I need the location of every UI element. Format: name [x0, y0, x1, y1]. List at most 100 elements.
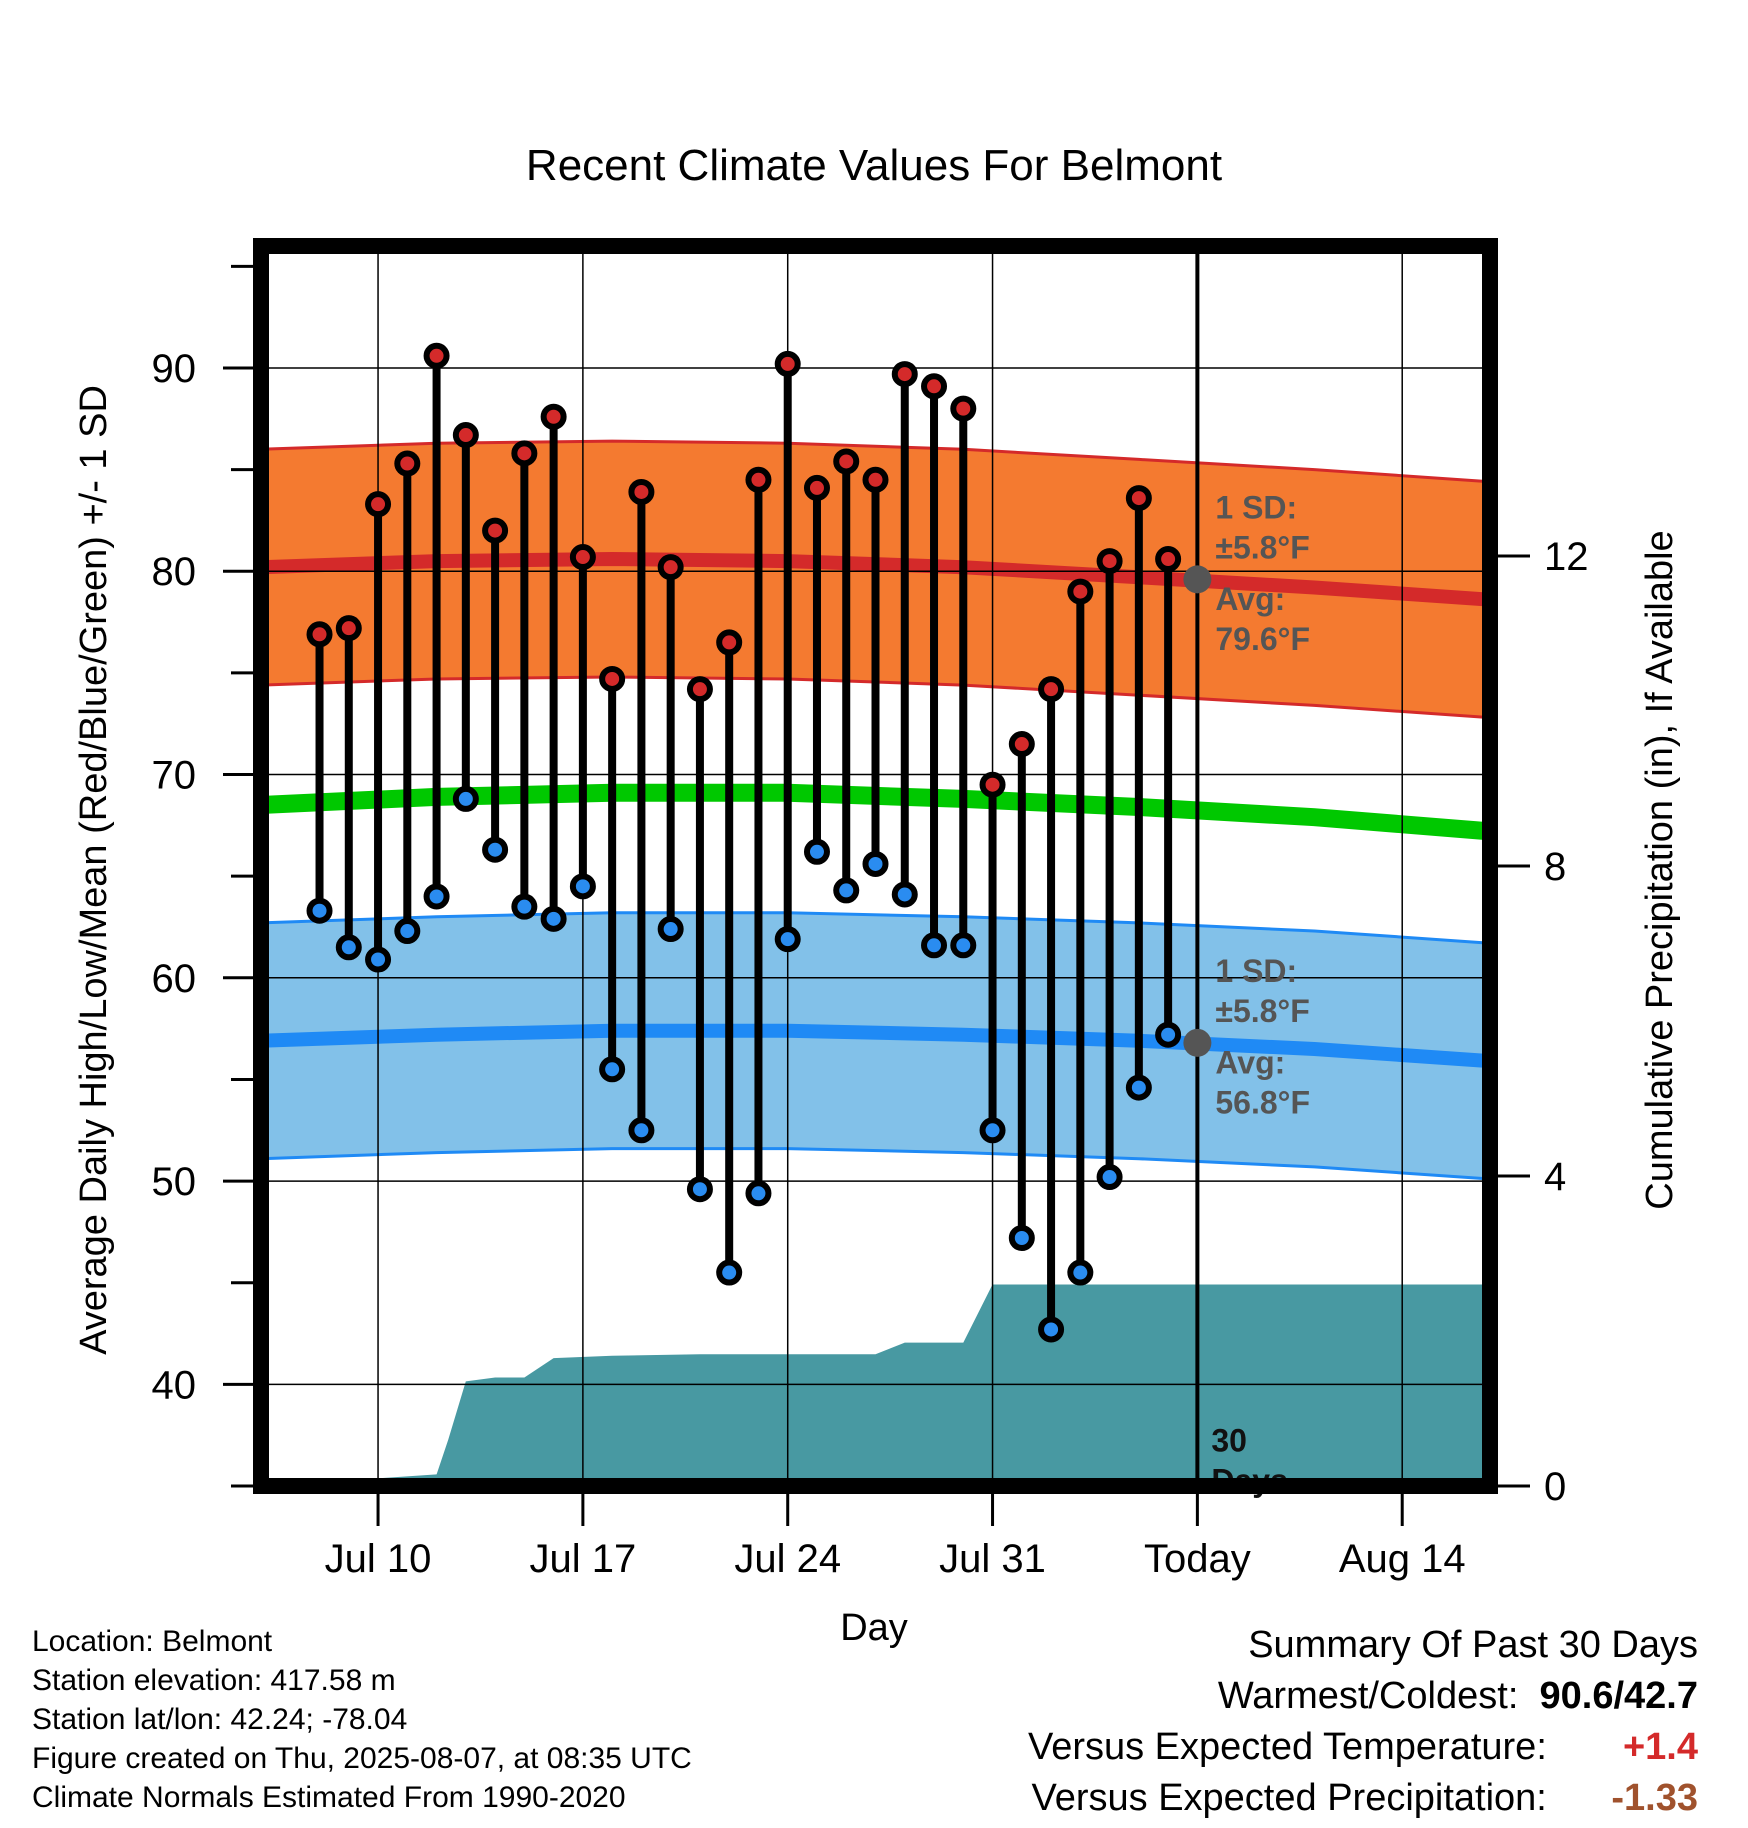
- info-latlon: Station lat/lon: 42.24; -78.04: [32, 1703, 408, 1736]
- daily-low-point: [423, 883, 450, 910]
- daily-high-point: [335, 615, 362, 642]
- daily-low-point: [1067, 1259, 1094, 1286]
- daily-high-point: [833, 448, 860, 475]
- daily-low-point: [1008, 1225, 1035, 1251]
- daily-high-point: [1096, 548, 1123, 575]
- y2-tick-label: 12: [1544, 535, 1589, 579]
- daily-high-point: [423, 342, 450, 369]
- plot-frame: [253, 238, 1498, 1494]
- precipitation-area: [261, 1284, 1490, 1486]
- y-axis-label: Average Daily High/Low/Mean (Red/Blue/Gr…: [73, 385, 115, 1355]
- daily-high-point: [1155, 546, 1182, 573]
- daily-low-point: [599, 1056, 626, 1083]
- low-avg-annotation: Avg:: [1215, 1044, 1285, 1080]
- warmest-coldest-value: 90.6/42.7: [1539, 1675, 1698, 1717]
- x-tick-label: Jul 31: [939, 1537, 1046, 1581]
- daily-low-point: [657, 916, 684, 943]
- daily-low-point: [979, 1117, 1006, 1144]
- chart-title: Recent Climate Values For Belmont: [526, 141, 1222, 190]
- summary-panel: Summary Of Past 30 Days Warmest/Coldest:…: [798, 1620, 1698, 1824]
- today-low-normal-marker: [1183, 1028, 1212, 1057]
- annotations: 1 SD: ±5.8°F Avg: 79.6°F 1 SD: ±5.8°F Avg: 56.8…: [1183, 489, 1310, 1498]
- daily-low-point: [833, 877, 860, 904]
- y-tick-label: 40: [152, 1363, 197, 1407]
- daily-high-point: [452, 422, 479, 449]
- y-tick-label: 60: [152, 957, 197, 1001]
- daily-high-point: [657, 554, 684, 581]
- daily-high-point: [921, 373, 948, 400]
- low-sd-band: [261, 912, 1490, 1179]
- summary-heading: Summary Of Past 30 Days: [1248, 1624, 1698, 1666]
- summary-warmest-coldest: Warmest/Coldest: 90.6/42.7: [798, 1671, 1698, 1722]
- low-sd-lower-edge: [260, 1147, 1491, 1181]
- temp-departure-label: Versus Expected Temperature:: [1027, 1726, 1547, 1768]
- low-avg-annotation: 56.8°F: [1215, 1084, 1310, 1120]
- daily-high-point: [1125, 485, 1152, 512]
- info-created: Figure created on Thu, 2025-08-07, at 08…: [32, 1742, 692, 1775]
- daily-low-point: [745, 1180, 772, 1207]
- precip-days-annotation: 30: [1211, 1422, 1247, 1458]
- station-info: Location: Belmont Station elevation: 417…: [32, 1622, 692, 1817]
- daily-high-point: [365, 491, 392, 518]
- y2-tick-label: 0: [1544, 1465, 1566, 1509]
- daily-high-point: [569, 544, 596, 571]
- daily-high-point: [979, 771, 1006, 798]
- y-tick-label: 90: [152, 347, 197, 391]
- daily-high-point: [1038, 676, 1065, 703]
- temp-departure-value: +1.4: [1622, 1726, 1698, 1768]
- daily-high-point: [482, 517, 509, 544]
- y2-axis-label: Cumulative Precipitation (in), If Availa…: [1639, 530, 1681, 1209]
- daily-high-point: [1067, 578, 1094, 605]
- y-tick-label: 80: [152, 550, 197, 594]
- daily-high-point: [394, 450, 421, 477]
- daily-low-point: [921, 932, 948, 959]
- summary-temp-departure: Versus Expected Temperature: +1.4: [798, 1722, 1698, 1773]
- y-tick-label: 70: [152, 754, 197, 798]
- daily-low-point: [716, 1259, 743, 1286]
- high-avg-annotation: Avg:: [1215, 581, 1285, 617]
- daily-low-point: [862, 850, 889, 877]
- daily-high-point: [306, 621, 333, 648]
- daily-high-point: [891, 361, 918, 388]
- daily-high-point: [950, 395, 977, 422]
- daily-low-point: [482, 836, 509, 863]
- today-high-normal-marker: [1183, 565, 1212, 594]
- daily-low-point: [803, 838, 830, 865]
- high-sd-annotation: 1 SD:: [1215, 489, 1297, 525]
- x-tick-label: Aug 14: [1339, 1537, 1466, 1581]
- x-tick-label: Today: [1144, 1537, 1251, 1581]
- high-avg-annotation: 79.6°F: [1215, 621, 1310, 657]
- daily-high-point: [628, 478, 655, 505]
- daily-low-point: [1125, 1074, 1152, 1101]
- daily-low-point: [511, 893, 538, 920]
- daily-high-point: [599, 665, 626, 692]
- daily-low-point: [540, 905, 567, 932]
- high-sd-annotation: ±5.8°F: [1215, 529, 1309, 565]
- precip-area-fill: [261, 1284, 1490, 1486]
- daily-low-point: [335, 934, 362, 961]
- daily-high-point: [803, 474, 830, 501]
- daily-low-point: [950, 932, 977, 959]
- daily-high-point: [745, 466, 772, 493]
- low-sd-annotation: ±5.8°F: [1215, 993, 1309, 1029]
- daily-low-point: [569, 873, 596, 900]
- x-axis-label: Day: [840, 1607, 908, 1649]
- daily-low-point: [686, 1176, 713, 1203]
- y-tick-label: 50: [152, 1160, 197, 1204]
- daily-low-point: [891, 881, 918, 908]
- daily-high-point: [540, 403, 567, 430]
- info-normals: Climate Normals Estimated From 1990-2020: [32, 1781, 626, 1814]
- axes: 40 50 60 70 80 90 0 4 8 12 Jul 10 Jul 17 Jul 24 Jul 3…: [152, 264, 1589, 1581]
- daily-high-point: [1008, 731, 1035, 758]
- daily-high-point: [862, 466, 889, 493]
- daily-high-point: [511, 440, 538, 467]
- daily-low-point: [1096, 1164, 1123, 1191]
- x-tick-label: Jul 24: [734, 1537, 841, 1581]
- daily-low-point: [774, 926, 801, 953]
- daily-points: [306, 342, 1182, 1343]
- low-sd-upper-edge: [260, 911, 1491, 945]
- daily-high-point: [774, 350, 801, 377]
- daily-low-point: [628, 1117, 655, 1144]
- y2-tick-label: 8: [1544, 845, 1566, 889]
